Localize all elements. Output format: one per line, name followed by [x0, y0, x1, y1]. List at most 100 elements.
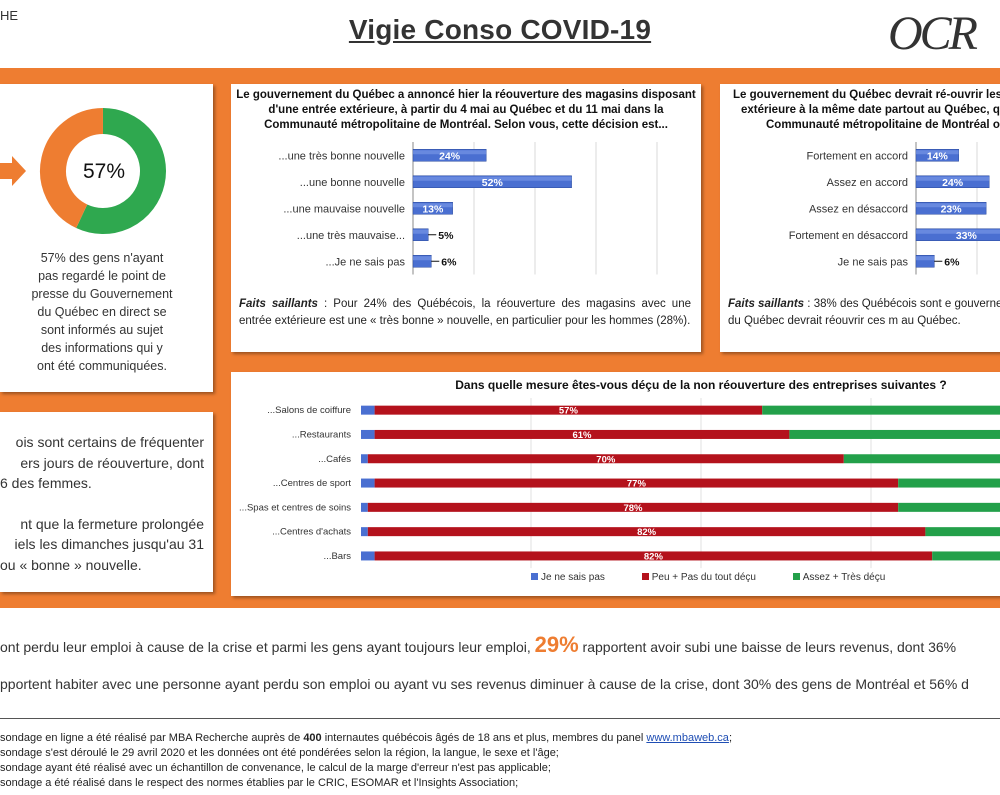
bar-highlight	[916, 176, 990, 181]
stacked-bar-segment	[361, 405, 375, 415]
chart2-panel: Le gouvernement du Québec devrait ré-ouv…	[720, 84, 1000, 352]
category-label: ...une très mauvaise...	[297, 230, 405, 242]
chart1-title: Le gouvernement du Québec a annoncé hier…	[231, 88, 701, 133]
stacked-bar-segment	[789, 429, 1000, 439]
stacked-bar-segment	[374, 429, 790, 439]
stacked-bar-segment	[367, 527, 926, 537]
donut-caption: 57% des gens n'ayant pas regardé le poin…	[0, 249, 204, 375]
bar-highlight	[916, 150, 959, 155]
bar-value-label: 61%	[572, 430, 592, 441]
bar-value-label: 78%	[623, 503, 643, 514]
note-text: : 38% des Québécois sont e gouvernement …	[728, 298, 1000, 327]
chart1-panel: Le gouvernement du Québec a annoncé hier…	[231, 84, 701, 352]
category-label: ...Je ne sais pas	[326, 256, 406, 268]
category-label: ...une très bonne nouvelle	[278, 150, 405, 162]
category-label: ...une bonne nouvelle	[300, 177, 405, 189]
category-label: ...Centres de sport	[273, 478, 352, 489]
stacked-bar-segment	[374, 551, 933, 561]
note-text: : Pour 24% des Québécois, la réouverture…	[239, 298, 691, 327]
page-title: Vigie Conso COVID-19	[348, 14, 652, 45]
stat-text: rapportent avoir subi une baisse de leur…	[578, 639, 957, 655]
bar-highlight	[916, 229, 1000, 234]
legend-swatch-blue	[531, 573, 538, 580]
bar-highlight	[413, 229, 429, 234]
bar-value-label: 52%	[482, 177, 504, 189]
donut-slice-rest	[40, 108, 104, 228]
donut-slice-main	[76, 108, 166, 234]
bar-value-label: 14%	[927, 150, 949, 162]
stacked-bar-segment	[361, 502, 368, 512]
chart2-svg: Fortement en accord 14% Assez en accord 24%…	[789, 142, 1000, 275]
category-label: Fortement en accord	[807, 150, 909, 162]
bar-value-label: 5%	[438, 230, 454, 242]
stacked-bar-segment	[361, 429, 375, 439]
bar-value-label: 24%	[439, 150, 461, 162]
bar-value-label: 57%	[559, 406, 579, 417]
stacked-bar-segment	[762, 405, 1000, 415]
bar-highlight	[413, 203, 453, 208]
bar-value-label: 33%	[956, 230, 978, 242]
text-line: ers jours de réouverture, dont	[20, 454, 204, 471]
donut-chart-svg: 57%	[0, 108, 166, 234]
donut-panel: 57% 57% des gens n'ayant pas regardé le …	[0, 84, 213, 392]
bar-highlight	[916, 256, 935, 261]
stacked-bar-segment	[898, 478, 1000, 488]
category-label: Assez en accord	[827, 177, 908, 189]
text-line: ois sont certains de fréquenter	[15, 434, 204, 450]
stacked-bar-segment	[843, 454, 1000, 464]
footer-divider	[0, 718, 1000, 719]
bar-value-label: 77%	[627, 479, 647, 490]
footer-line-1: sondage en ligne a été réalisé par MBA R…	[0, 732, 732, 744]
bar-value-label: 6%	[944, 256, 960, 268]
footer: sondage en ligne a été réalisé par MBA R…	[0, 731, 732, 791]
caption-line: ont été communiquées.	[37, 359, 167, 373]
stacked-bar-segment	[374, 405, 763, 415]
footer-line-4: sondage a été réalisé dans le respect de…	[0, 777, 519, 789]
category-label: ...Centres d'achats	[272, 527, 351, 538]
category-label: Fortement en désaccord	[789, 230, 908, 242]
legend-label: Je ne sais pas	[541, 572, 605, 583]
bar-value-label: 82%	[644, 551, 664, 562]
bar-value-label: 23%	[941, 203, 963, 215]
chart2-title-line: extérieure à la même date partout au Qué…	[741, 104, 1000, 116]
category-label: ...une mauvaise nouvelle	[283, 203, 405, 215]
chart1-svg: ...une très bonne nouvelle 24% ...une bonn…	[278, 142, 658, 275]
bar-value-label: 82%	[637, 527, 657, 538]
category-label: Assez en désaccord	[809, 203, 908, 215]
panel-link[interactable]: www.mbaweb.ca	[646, 732, 729, 744]
stacked-bar-segment	[361, 478, 375, 488]
text-line: nt que la fermeture prolongée	[20, 515, 204, 532]
stat-highlight: 29%	[534, 632, 579, 657]
category-label: ...Bars	[324, 551, 352, 562]
bar-value-label: 24%	[942, 177, 964, 189]
caption-line: presse du Gouvernement	[31, 287, 173, 301]
chart1-note: Faits saillants : Pour 24% des Québécois…	[239, 296, 691, 330]
bar-value-label: 70%	[596, 454, 616, 465]
legend-swatch-red	[641, 573, 649, 580]
legend-label: Assez + Très déçu	[802, 572, 886, 583]
bar-value-label: 6%	[441, 256, 457, 268]
legend-swatch-green	[792, 573, 800, 580]
chart1-title-line: Communauté métropolitaine de Montréal. S…	[264, 119, 668, 131]
stacked-bar-segment	[361, 454, 368, 464]
stacked-bar-segment	[367, 502, 899, 512]
bar-highlight	[413, 256, 432, 261]
stacked-bar-segment	[361, 527, 368, 537]
category-label: ...Restaurants	[292, 429, 351, 440]
left-text-panel: ois sont certains de fréquenter ers jour…	[0, 412, 213, 592]
arrow-icon	[0, 156, 26, 186]
donut-percent-label: 57%	[83, 160, 125, 183]
bar-highlight	[413, 150, 487, 155]
text-line: 6 des femmes.	[0, 475, 92, 491]
stat-text: ont perdu leur emploi à cause de la cris…	[0, 639, 535, 655]
stacked-bar-segment	[932, 551, 1000, 561]
caption-line: du Québec en direct se	[37, 305, 167, 319]
chart2-title-line: Le gouvernement du Québec devrait ré-ouv…	[733, 89, 1000, 101]
footer-line-3: sondage ayant été réalisé avec un échant…	[0, 762, 551, 774]
category-label: ...Salons de coiffure	[267, 405, 351, 416]
legend-label: Peu + Pas du tout déçu	[651, 572, 756, 583]
footer-line-2: sondage s'est déroulé le 29 avril 2020 e…	[0, 747, 559, 759]
bar-value-label: 13%	[422, 203, 444, 215]
stat-line-2: pportent habiter avec une personne ayant…	[0, 676, 969, 692]
category-label: Je ne sais pas	[838, 256, 909, 268]
